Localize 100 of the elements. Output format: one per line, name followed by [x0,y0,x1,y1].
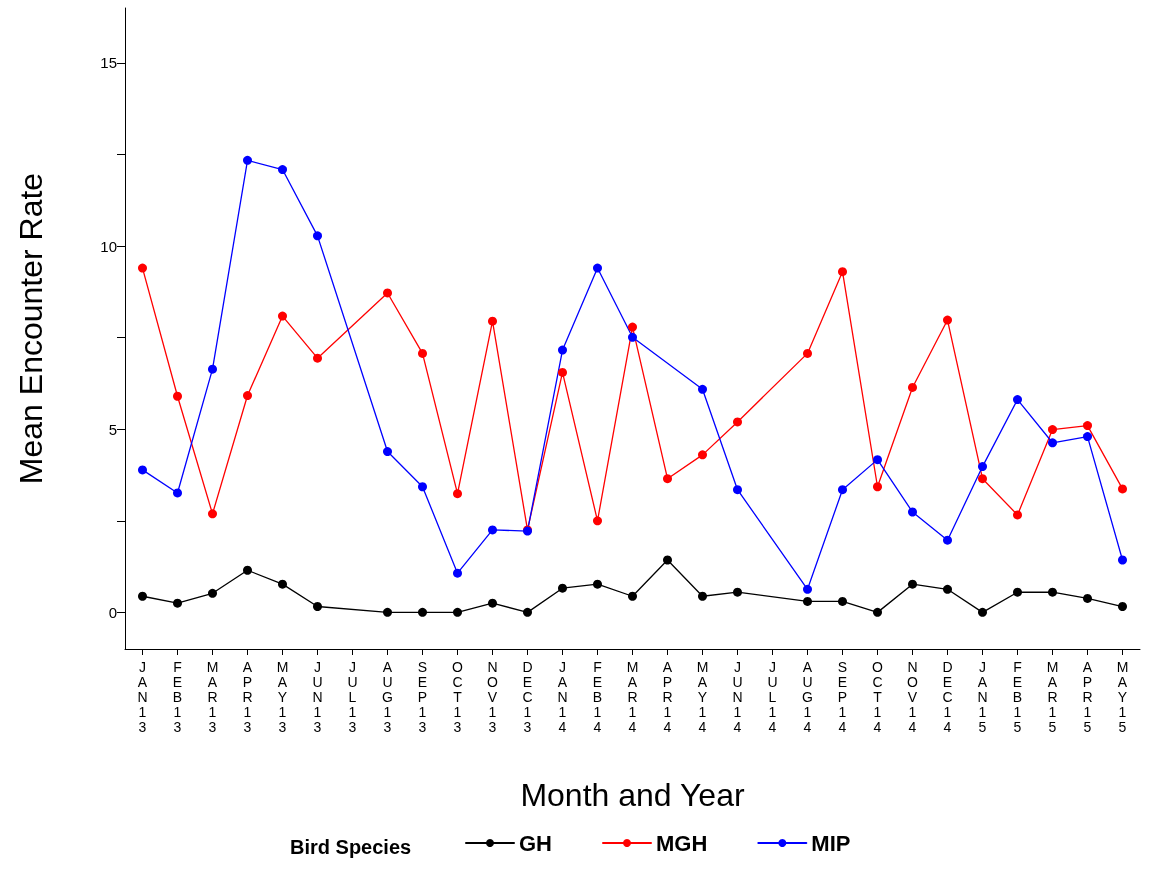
point [208,588,217,598]
point [313,231,322,241]
point [558,367,567,377]
point [1013,510,1022,520]
point [943,584,952,594]
point [383,447,392,457]
point [523,607,532,617]
x-tick-label: MAR14 [626,658,639,735]
point [908,382,917,392]
point [733,587,742,597]
point [978,474,987,484]
x-tick-label: JUN14 [732,658,743,735]
point [838,485,847,495]
x-tick-label: APR14 [662,658,673,735]
point [173,488,182,498]
point [138,465,147,475]
point [873,607,882,617]
point [208,509,217,519]
x-tick-label: MAR13 [206,658,219,735]
x-axis-title: Month and Year [520,777,745,813]
legend-label: GH [519,830,552,856]
point [803,584,812,594]
point [1013,395,1022,405]
point [943,535,952,545]
x-tick-label: DEC14 [942,658,953,735]
point [593,516,602,526]
point [1118,555,1127,565]
x-tick-label: AUG14 [802,658,813,735]
point [593,579,602,589]
point [873,455,882,465]
y-tick-label: 15 [100,54,117,72]
point [733,417,742,427]
point [838,267,847,277]
point [558,345,567,355]
x-tick-label: JUN13 [312,658,323,735]
y-tick-label: 10 [100,237,117,255]
x-tick-label: MAR15 [1046,658,1059,735]
point [418,607,427,617]
point [663,555,672,565]
x-tick-label: JAN13 [137,658,148,735]
point [803,348,812,358]
point [138,591,147,601]
x-tick-label: DEC13 [522,658,533,735]
x-tick-label: FEB13 [172,658,183,735]
x-tick-label: JUL14 [767,658,778,735]
x-tick-label: MAY15 [1116,658,1129,735]
x-tick-label: FEB15 [1012,658,1023,735]
point [138,263,147,273]
x-tick-label: SEP14 [837,658,848,735]
point [488,598,497,608]
x-tick-label: AUG13 [382,658,393,735]
point [418,482,427,492]
point [593,263,602,273]
point [453,568,462,578]
point [453,607,462,617]
point [873,482,882,492]
point [243,155,252,165]
point [208,364,217,374]
x-tick-label: MAY14 [696,658,709,735]
x-tick-label: OCT13 [452,658,464,735]
point [243,565,252,575]
point [488,316,497,326]
point [908,579,917,589]
x-tick-label: JUL13 [347,658,358,735]
point [278,579,287,589]
point [418,348,427,358]
point [278,311,287,321]
point [978,462,987,472]
point [1013,587,1022,597]
point [628,322,637,332]
point [978,607,987,617]
point [383,607,392,617]
point [453,489,462,499]
legend-title: Bird Species [290,836,412,858]
point [1118,602,1127,612]
legend-label: MIP [811,830,851,856]
point [243,391,252,401]
point [1083,421,1092,431]
point [488,525,497,535]
point [1083,432,1092,442]
point [1118,484,1127,494]
x-tick-label: JAN15 [977,658,988,735]
x-tick-label: JAN14 [557,658,568,735]
legend-label: MGH [656,830,708,856]
x-tick-label: NOV13 [487,658,499,735]
point [698,384,707,394]
point [1048,587,1057,597]
x-tick-label: MAY13 [276,658,289,735]
x-tick-label: APR13 [242,658,253,735]
point [313,602,322,612]
y-tick-label: 0 [108,603,117,621]
point [803,596,812,606]
point [733,485,742,495]
point [698,591,707,601]
x-tick-label: APR15 [1082,658,1093,735]
x-tick-label: OCT14 [872,658,884,735]
point [173,598,182,608]
point [628,591,637,601]
x-tick-label: FEB14 [592,658,603,735]
point [698,450,707,460]
